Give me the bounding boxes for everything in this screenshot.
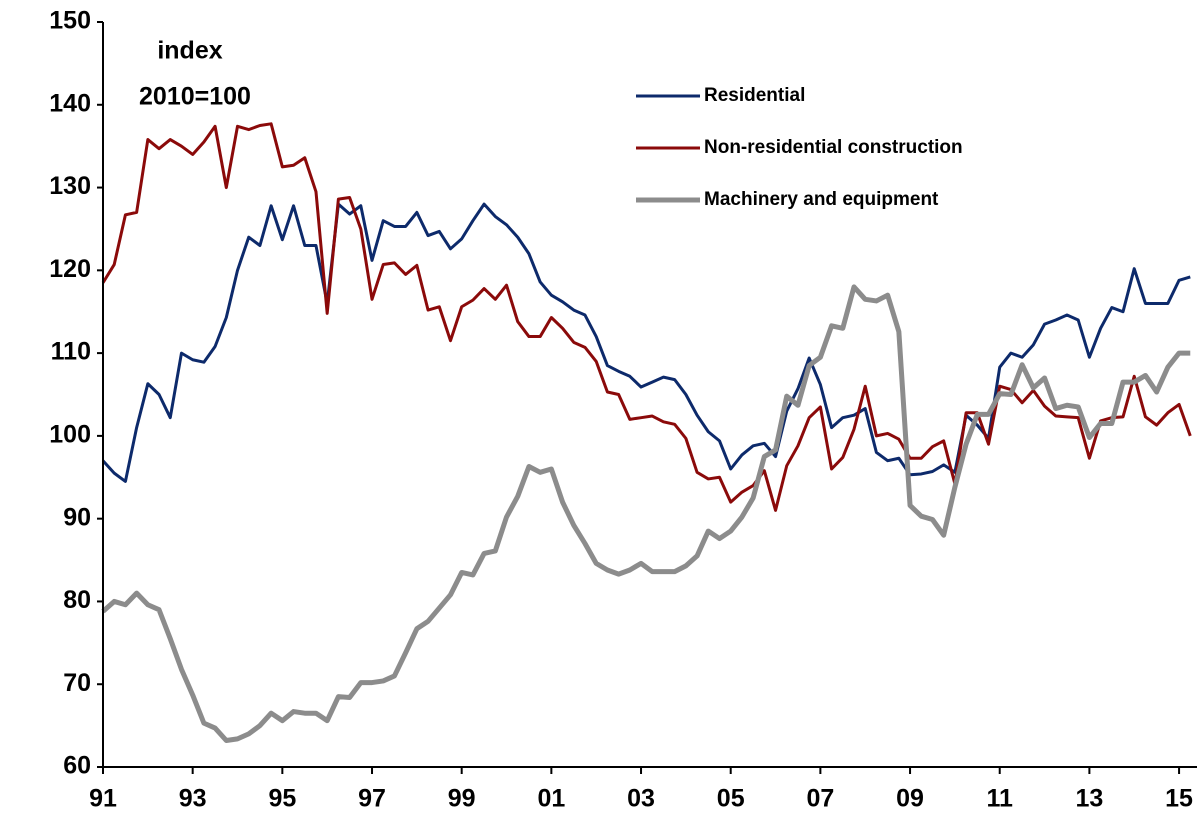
x-tick-label: 91 xyxy=(89,785,117,813)
y-tick-label: 60 xyxy=(63,752,91,780)
x-tick-label: 97 xyxy=(358,785,386,813)
y-tick-label: 80 xyxy=(63,586,91,614)
x-tick-label: 11 xyxy=(987,785,1014,813)
x-tick-label: 05 xyxy=(717,785,745,813)
x-tick-label: 13 xyxy=(1075,785,1103,813)
x-tick-label: 07 xyxy=(806,785,834,813)
annotation: 2010=100 xyxy=(139,83,251,111)
y-tick-label: 90 xyxy=(63,503,91,531)
y-tick-label: 150 xyxy=(49,7,91,35)
x-tick-label: 09 xyxy=(896,785,924,813)
legend-label: Machinery and equipment xyxy=(704,189,939,210)
x-tick-label: 01 xyxy=(537,785,565,813)
y-tick-label: 70 xyxy=(63,669,91,697)
annotation: index xyxy=(157,37,222,65)
x-tick-label: 15 xyxy=(1165,785,1193,813)
y-tick-label: 130 xyxy=(49,172,91,200)
y-tick-label: 120 xyxy=(49,255,91,283)
series-line xyxy=(101,122,1192,512)
legend-label: Non-residential construction xyxy=(704,137,963,158)
x-tick-label: 99 xyxy=(448,785,476,813)
y-tick-label: 140 xyxy=(49,89,91,117)
legend-label: Residential xyxy=(704,85,805,106)
x-tick-label: 03 xyxy=(627,785,655,813)
y-tick-label: 100 xyxy=(49,420,91,448)
series-line xyxy=(101,284,1191,744)
y-tick-label: 110 xyxy=(51,338,91,366)
x-tick-label: 93 xyxy=(179,785,207,813)
x-tick-label: 95 xyxy=(268,785,296,813)
series-line xyxy=(101,202,1191,483)
